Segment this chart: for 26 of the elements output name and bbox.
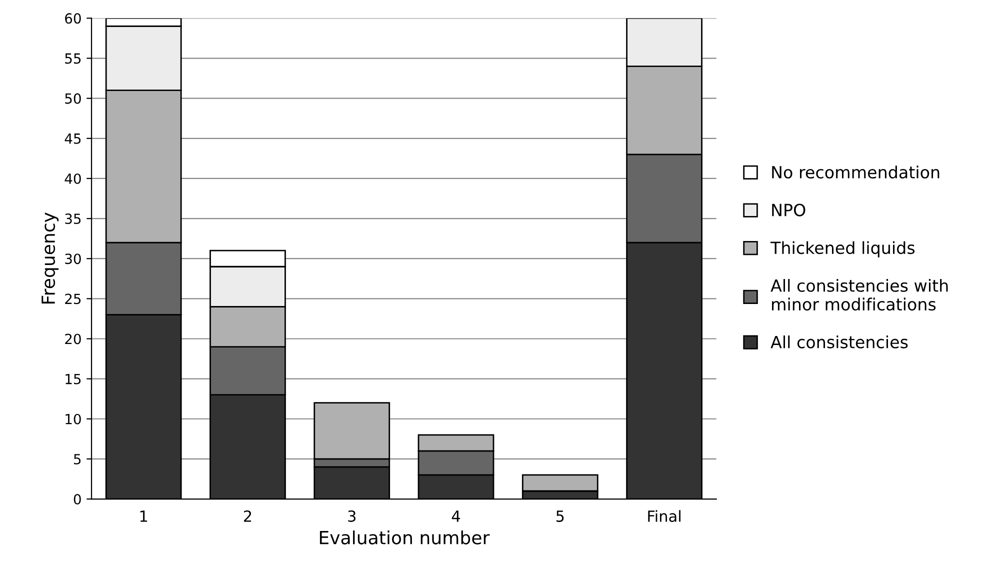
legend-label: No recommendation [772, 166, 940, 179]
x-axis-title: Evaluation number [320, 530, 490, 544]
y-tick-label: 20 [65, 334, 81, 344]
x-tick-label: 2 [244, 510, 252, 522]
y-tick-label: 25 [65, 294, 81, 304]
legend-label: All consistencies with minor modifications [770, 279, 948, 311]
y-tick-label: 45 [64, 134, 81, 144]
y-tick-label: 5 [74, 454, 81, 464]
legend-label: NPO [772, 204, 806, 216]
legend-label: Thickened liquids [770, 241, 915, 258]
y-tick-label: 0 [74, 494, 81, 504]
x-tick-label: 5 [556, 510, 564, 522]
y-tick-label: 60 [65, 13, 81, 24]
y-tick-label: 50 [65, 93, 81, 104]
x-tick-label: 3 [348, 510, 356, 522]
y-tick-label: 10 [66, 414, 81, 424]
x-tick-label: 1 [140, 510, 148, 522]
y-tick-label: 35 [65, 214, 81, 224]
x-tick-label: Final [648, 510, 680, 522]
y-tick-label: 55 [65, 53, 81, 64]
x-tick-label: 4 [452, 510, 460, 522]
y-tick-label: 40 [64, 173, 81, 184]
legend-label: All consistencies [770, 335, 908, 348]
y-tick-label: 15 [66, 374, 81, 384]
y-tick-label: 30 [65, 254, 81, 264]
y-axis-title: Frequency [42, 212, 59, 304]
